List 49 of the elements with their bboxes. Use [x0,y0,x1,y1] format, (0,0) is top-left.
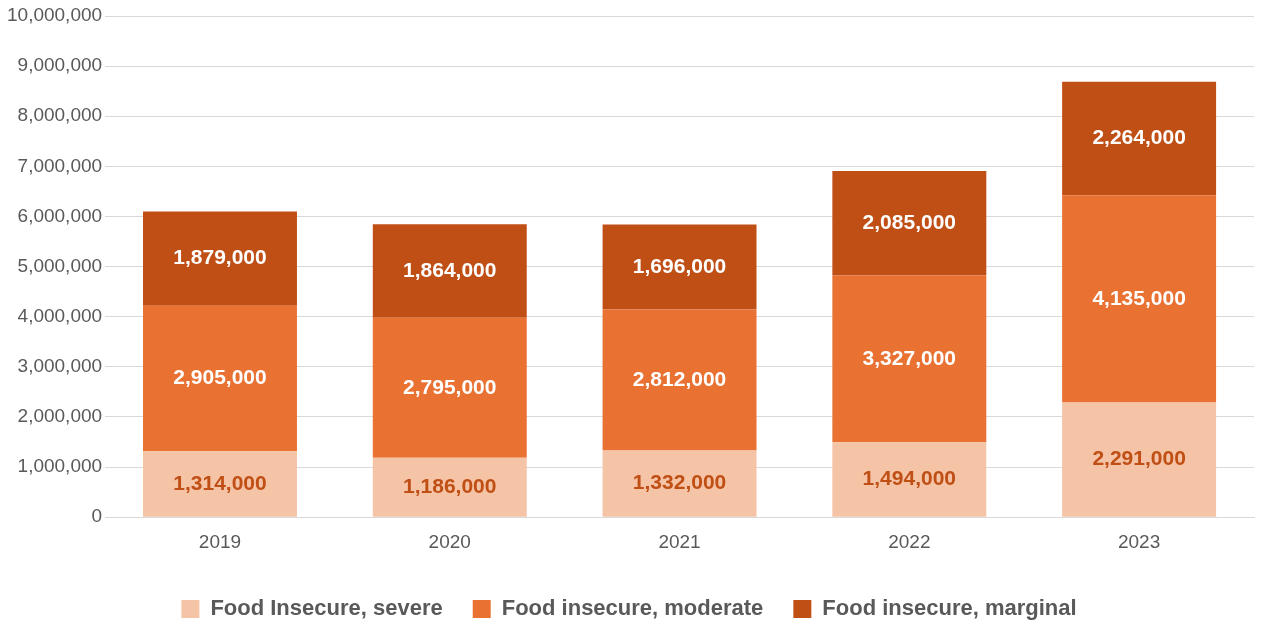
data-label: 1,864,000 [403,257,497,281]
x-tick-label: 2019 [198,530,242,552]
y-tick-label: 8,000,000 [17,104,103,126]
data-label: 1,696,000 [632,253,727,277]
y-tick-label: 4,000,000 [17,304,103,326]
bar [1062,81,1217,196]
y-tick-label: 0 [91,505,103,527]
data-label: 2,264,000 [1092,125,1186,149]
bar [832,442,987,517]
y-tick-label: 1,000,000 [17,455,103,477]
bar [1062,195,1217,403]
legend-label: Food insecure, marginal [822,595,1077,621]
bar [372,224,527,318]
legend-label: Food Insecure, severe [210,595,443,621]
data-label: 3,327,000 [862,345,957,369]
bar [602,450,757,517]
y-tick-label: 7,000,000 [17,154,103,176]
x-tick-label: 2020 [428,530,471,552]
data-label: 2,291,000 [1092,446,1186,470]
y-tick-label: 10,000,000 [7,4,103,26]
data-label: 2,795,000 [403,374,497,398]
data-label: 4,135,000 [1092,285,1186,309]
data-label: 1,332,000 [632,470,727,494]
bar [143,305,297,452]
bar [602,224,757,310]
bar [372,457,527,517]
y-tick-label: 5,000,000 [17,254,103,276]
bar [832,275,987,443]
bar [143,451,297,517]
y-tick-label: 3,000,000 [17,355,103,377]
x-tick-label: 2023 [1117,530,1161,552]
legend-label: Food insecure, moderate [501,595,764,621]
data-label: 2,812,000 [632,366,727,390]
y-tick-label: 6,000,000 [17,204,103,226]
bar [1062,402,1217,517]
bar [602,309,757,451]
data-label: 2,905,000 [173,365,267,389]
bar [832,171,987,276]
data-label: 2,085,000 [862,210,957,234]
y-tick-label: 9,000,000 [17,54,103,76]
x-tick-label: 2021 [658,530,701,552]
data-label: 1,314,000 [173,470,267,494]
data-label: 1,879,000 [173,245,267,269]
data-label: 1,186,000 [403,474,497,498]
bar [372,317,527,458]
x-tick-label: 2022 [888,530,931,552]
y-tick-label: 2,000,000 [17,405,103,427]
data-label: 1,494,000 [862,466,957,490]
bar [143,211,297,306]
